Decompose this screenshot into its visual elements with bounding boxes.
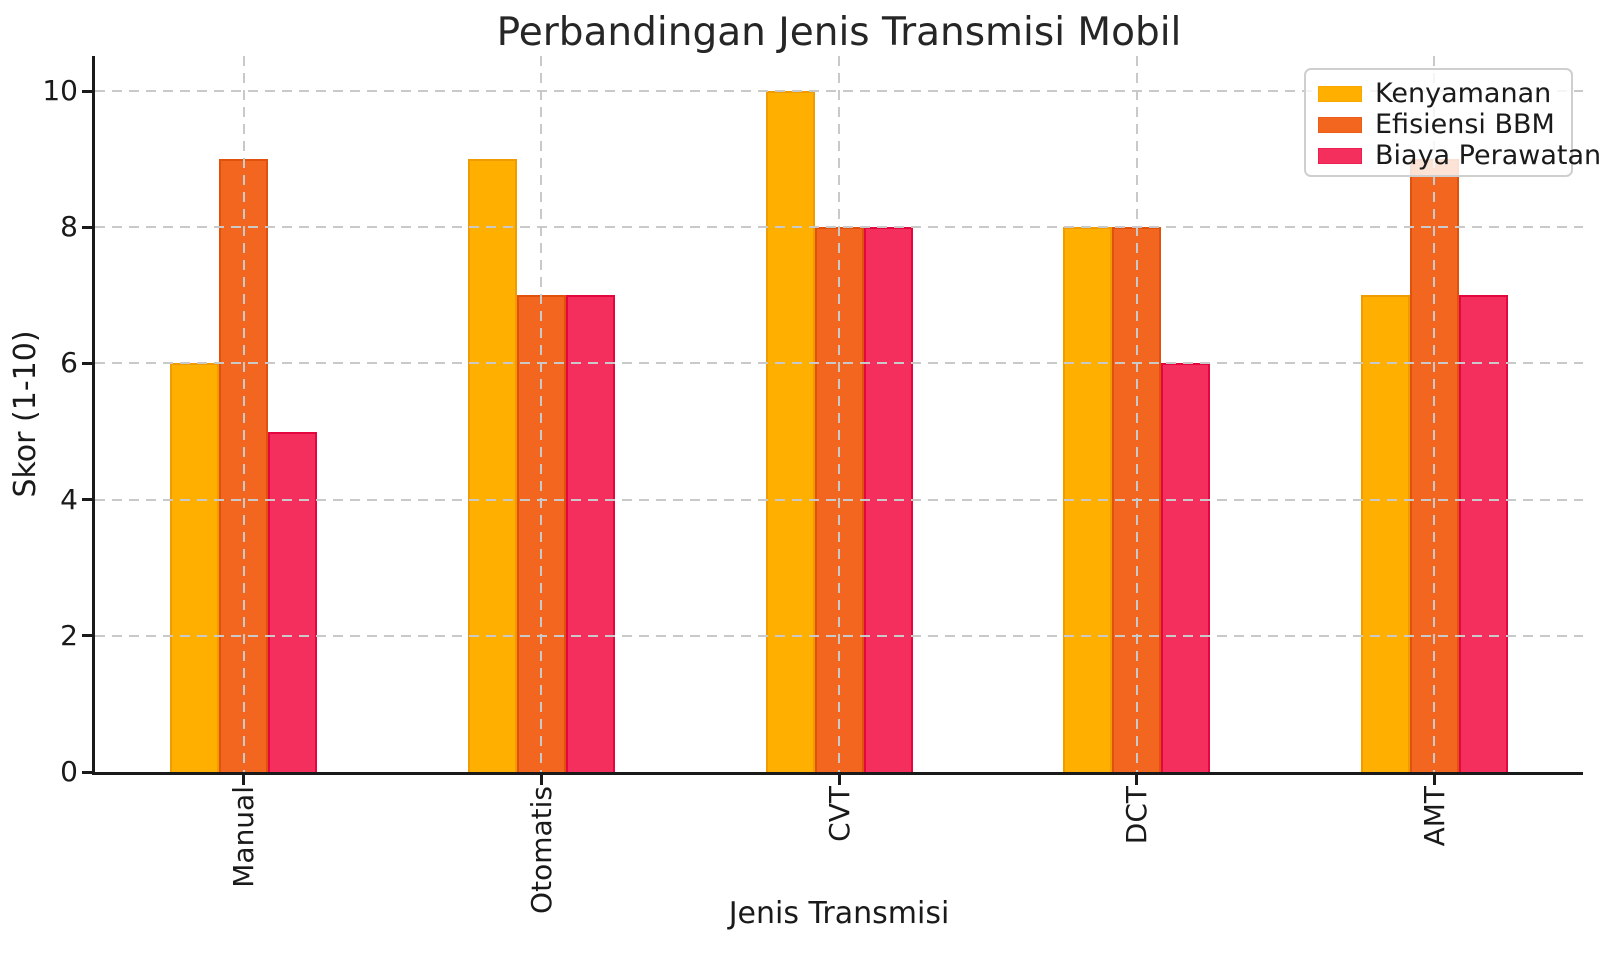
x-tick-label-text: Manual xyxy=(227,786,261,888)
bar-kenyamanan-cvt xyxy=(765,91,815,772)
y-tick-label: 10 xyxy=(42,74,78,107)
y-tick xyxy=(82,225,93,229)
x-tick-label-text: AMT xyxy=(1417,786,1451,847)
x-tick-label-text: DCT xyxy=(1120,786,1154,845)
legend-item: Biaya Perawatan xyxy=(1318,140,1600,171)
x-tick-label: CVT xyxy=(821,786,857,842)
legend-label: Biaya Perawatan xyxy=(1375,140,1600,171)
gridline-v xyxy=(540,56,543,772)
x-tick-label: DCT xyxy=(1119,786,1155,844)
x-tick-label: Manual xyxy=(226,786,262,888)
y-axis-spine xyxy=(92,56,95,775)
y-tick xyxy=(82,89,93,93)
y-tick xyxy=(82,361,93,365)
bar-kenyamanan-manual xyxy=(170,363,220,772)
legend-swatch xyxy=(1318,85,1362,102)
legend-label: Efisiensi BBM xyxy=(1375,109,1555,140)
x-tick-label: Otomatis xyxy=(523,786,559,914)
x-axis-label: Jenis Transmisi xyxy=(728,896,950,931)
bar-biaya-perawatan-dct xyxy=(1161,363,1211,772)
gridline-v xyxy=(1135,56,1138,772)
y-tick xyxy=(82,498,93,502)
bar-biaya-perawatan-amt xyxy=(1458,295,1508,772)
legend-item: Kenyamanan xyxy=(1318,78,1559,109)
x-tick xyxy=(1432,775,1436,785)
y-tick-label: 6 xyxy=(60,346,78,380)
x-tick-label-text: Otomatis xyxy=(524,786,558,914)
legend-label: Kenyamanan xyxy=(1375,78,1552,109)
gridline-v xyxy=(1433,56,1436,772)
legend-swatch xyxy=(1318,147,1362,164)
y-tick-label: 8 xyxy=(60,210,78,244)
x-tick-label-text: CVT xyxy=(822,786,856,842)
bar-kenyamanan-amt xyxy=(1360,295,1410,772)
y-tick-label: 0 xyxy=(60,755,78,788)
x-tick xyxy=(539,775,543,785)
x-tick xyxy=(837,775,841,785)
x-axis-spine xyxy=(92,772,1583,775)
legend-swatch xyxy=(1318,116,1362,133)
legend-item: Efisiensi BBM xyxy=(1318,109,1559,140)
x-tick-label: AMT xyxy=(1416,786,1452,846)
bar-biaya-perawatan-otomatis xyxy=(565,295,615,772)
bar-kenyamanan-otomatis xyxy=(467,159,517,772)
y-tick xyxy=(82,634,93,638)
bar-biaya-perawatan-manual xyxy=(268,431,318,772)
y-tick xyxy=(82,770,93,774)
x-tick xyxy=(242,775,246,785)
chart-title: Perbandingan Jenis Transmisi Mobil xyxy=(496,10,1182,55)
y-tick-label: 4 xyxy=(60,482,78,516)
gridline-v xyxy=(242,56,245,772)
y-tick-label: 2 xyxy=(60,618,78,652)
gridline-v xyxy=(838,56,840,772)
legend: Kenyamanan Efisiensi BBM Biaya Perawatan xyxy=(1304,68,1600,177)
x-tick xyxy=(1135,775,1139,785)
